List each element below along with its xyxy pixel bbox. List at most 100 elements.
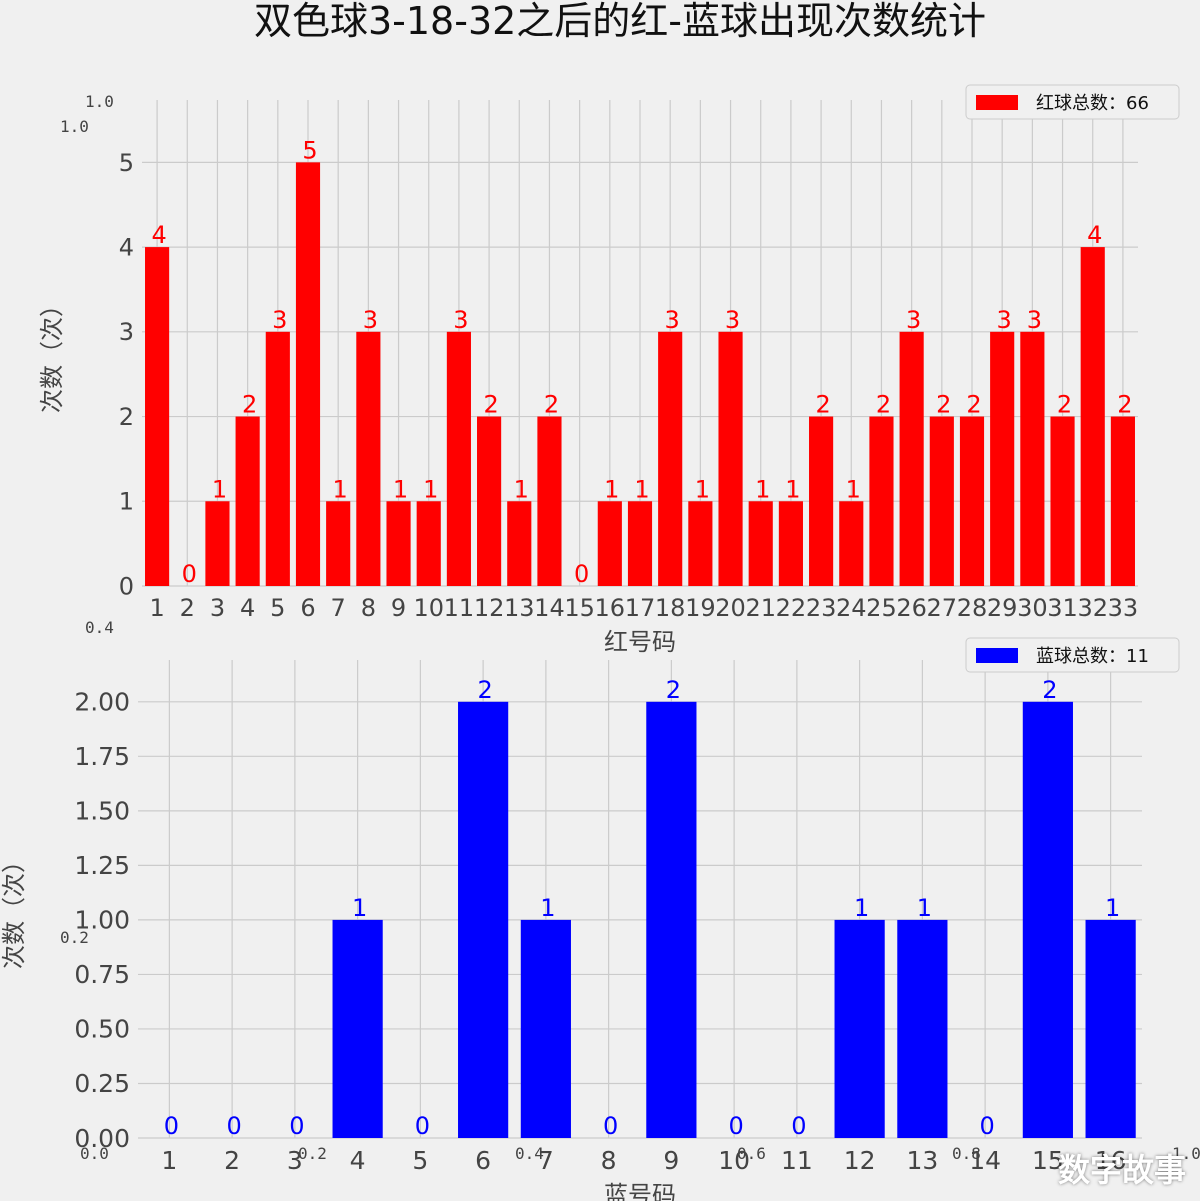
x-tick-label: 2	[224, 1146, 240, 1175]
ghost-ytick: 0.2	[60, 928, 89, 947]
bar	[446, 331, 471, 586]
x-tick-label: 1	[149, 594, 164, 622]
x-tick-label: 9	[663, 1146, 679, 1175]
x-tick-label: 28	[957, 594, 988, 622]
ghost-ytick: 1.0	[85, 92, 114, 111]
y-tick-label: 2.00	[74, 688, 130, 717]
x-tick-label: 29	[987, 594, 1018, 622]
data-label: 2	[483, 391, 498, 419]
x-tick-label: 22	[776, 594, 807, 622]
x-tick-label: 31	[1047, 594, 1078, 622]
y-tick-label: 0.00	[74, 1124, 130, 1153]
bar	[477, 416, 502, 586]
data-label: 2	[966, 391, 981, 419]
x-tick-label: 27	[927, 594, 958, 622]
ghost-xtick: 0.4	[515, 1144, 544, 1163]
y-tick-label: 1	[119, 488, 134, 516]
x-tick-label: 7	[331, 594, 346, 622]
ghost-ytick: 0.0	[80, 1144, 109, 1163]
bar	[356, 331, 381, 586]
y-tick-label: 0.50	[74, 1015, 130, 1044]
bar	[929, 416, 954, 586]
bar	[235, 416, 260, 586]
x-tick-label: 2	[180, 594, 195, 622]
bar	[646, 701, 697, 1138]
bar	[778, 501, 803, 586]
watermark: 数字故事	[1057, 1151, 1186, 1189]
data-label: 1	[514, 475, 529, 503]
ghost-ytick: 1.0	[60, 117, 89, 136]
x-tick-label: 16	[1095, 1146, 1127, 1175]
x-axis-title: 蓝号码	[604, 1181, 676, 1201]
x-tick-label: 7	[538, 1146, 554, 1175]
bar	[688, 501, 713, 586]
data-label: 1	[333, 475, 348, 503]
data-label: 1	[423, 475, 438, 503]
legend-box	[965, 84, 1180, 120]
blue-ball-chart: 0.000.250.500.751.001.251.501.752.000102…	[0, 637, 1180, 1201]
bar	[416, 501, 441, 586]
bar	[1085, 919, 1136, 1138]
x-tick-label: 3	[287, 1146, 303, 1175]
data-label: 0	[164, 1112, 179, 1140]
data-label: 2	[1057, 391, 1072, 419]
x-tick-label: 15	[1032, 1146, 1064, 1175]
y-axis-title: 次数（次）	[38, 293, 66, 413]
data-label: 3	[906, 306, 921, 334]
data-label: 0	[603, 1112, 618, 1140]
data-label: 2	[876, 391, 891, 419]
x-tick-label: 8	[361, 594, 376, 622]
x-tick-label: 12	[474, 594, 505, 622]
red-ball-chart: 0123454102132435561738191103112121132140…	[38, 84, 1180, 656]
y-tick-label: 0.75	[74, 960, 130, 989]
y-axis-title: 次数（次）	[0, 849, 28, 969]
data-label: 1	[634, 475, 649, 503]
data-label: 3	[363, 306, 378, 334]
y-tick-label: 2	[119, 403, 134, 431]
ghost-axis: 1.0 1.0 0.4 0.2 0.0 0.2 0.4 0.6 0.8 1.0	[60, 92, 1200, 1163]
x-tick-label: 6	[475, 1146, 491, 1175]
y-tick-label: 1.50	[74, 797, 130, 826]
data-label: 2	[936, 391, 951, 419]
ghost-xtick: 0.6	[737, 1144, 766, 1163]
data-label: 0	[979, 1112, 994, 1140]
bar	[959, 416, 985, 586]
x-tick-label: 17	[625, 594, 656, 622]
bar	[627, 501, 653, 586]
x-tick-label: 14	[534, 594, 565, 622]
x-tick-label: 4	[350, 1146, 366, 1175]
y-tick-label: 1.25	[74, 851, 130, 880]
data-label: 2	[242, 391, 257, 419]
x-tick-label: 19	[685, 594, 716, 622]
data-label: 0	[728, 1112, 743, 1140]
data-label: 4	[1087, 221, 1102, 249]
data-label: 1	[854, 894, 869, 922]
data-label: 1	[212, 475, 227, 503]
x-tick-label: 33	[1108, 594, 1139, 622]
x-tick-label: 24	[836, 594, 867, 622]
data-label: 3	[997, 306, 1012, 334]
bar	[507, 501, 532, 586]
bar	[597, 501, 622, 586]
data-label: 1	[604, 475, 619, 503]
x-tick-label: 6	[300, 594, 315, 622]
data-label: 0	[182, 560, 197, 588]
y-tick-label: 3	[119, 318, 134, 346]
data-label: 1	[846, 475, 861, 503]
x-tick-label: 26	[896, 594, 927, 622]
x-tick-label: 10	[413, 594, 444, 622]
data-label: 3	[725, 306, 740, 334]
bar	[1022, 701, 1073, 1138]
x-tick-label: 13	[906, 1146, 938, 1175]
y-tick-label: 4	[119, 233, 134, 261]
data-label: 2	[544, 391, 559, 419]
legend: 红球总数：66	[965, 84, 1180, 120]
data-label: 3	[272, 306, 287, 334]
x-tick-label: 5	[270, 594, 285, 622]
bar	[748, 501, 773, 586]
bar	[205, 501, 230, 586]
y-tick-label: 0.25	[74, 1069, 130, 1098]
bar	[834, 919, 885, 1138]
x-tick-label: 14	[969, 1146, 1001, 1175]
bar	[295, 162, 321, 586]
